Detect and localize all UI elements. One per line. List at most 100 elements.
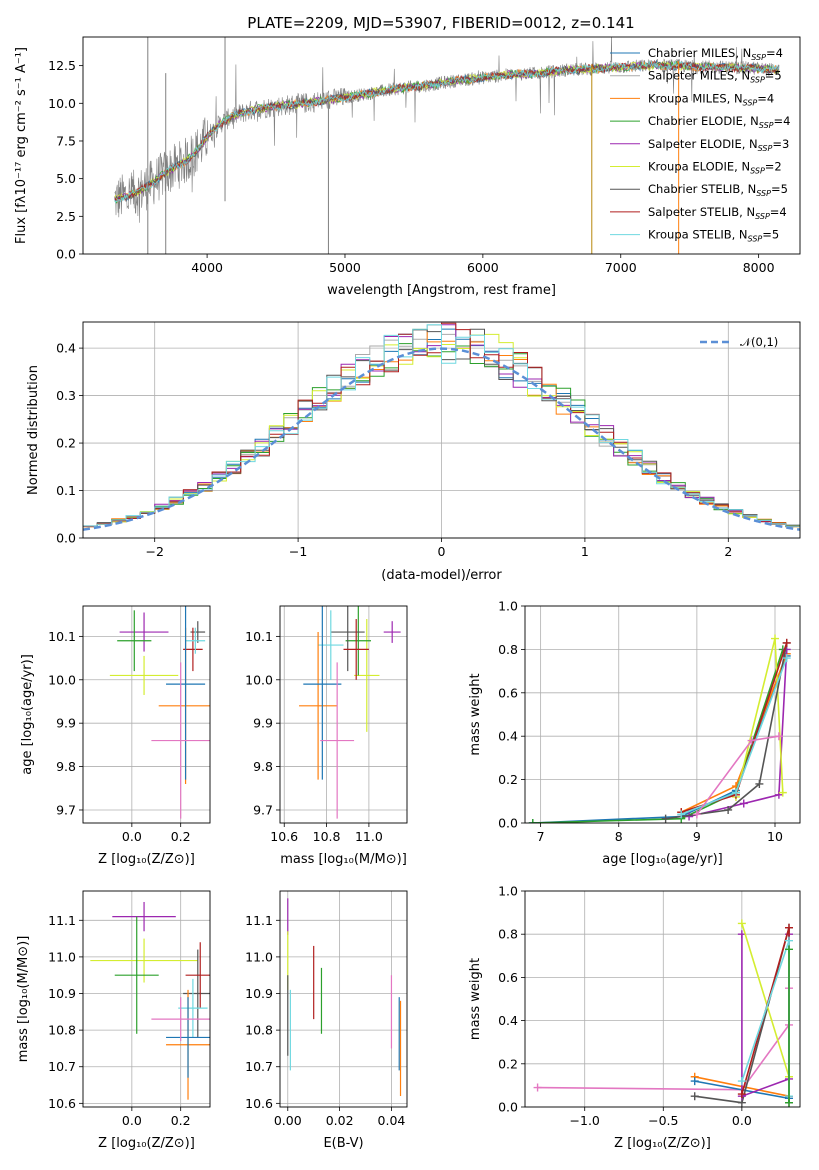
age-vs-Z-plot-area [109,606,210,819]
x-axis-label: (data-model)/error [381,568,502,583]
y-tick-label: 0.6 [498,970,518,985]
weight-point-marker [690,1092,699,1101]
y-tick-label: 10.6 [245,1096,273,1111]
plots-group: 4000 5000 6000 7000 80000.02.55.07.510.012.5… [14,36,801,1151]
x-tick-label: −1.0 [570,1113,600,1128]
legend-label-main: Salpeter MILES, N [648,69,750,83]
x-axis-label: wavelength [Angstrom, rest frame] [327,283,556,298]
x-tick-label: −1 [289,544,307,559]
legend-label-main: Salpeter STELIB, N [648,205,755,219]
y-tick-label: 11.0 [245,949,273,964]
x-tick-label: 0.00 [274,1113,302,1128]
x-tick-label: 2 [724,544,732,559]
legend-label-main: Chabrier STELIB, N [648,182,756,196]
errorbar-point [151,662,210,819]
legend-label-main: Chabrier MILES, N [648,46,751,60]
weight-point-marker [533,1083,542,1092]
legend-label-suffix: =4 [774,114,791,128]
errorbar-point [345,606,372,676]
x-tick-label: 8000 [743,260,775,275]
residuals-chart: −2 −1 0 1 2 0.0 0.1 0.2 0.3 0.4 (data-model)/error… [26,321,801,583]
legend-label-suffix: =5 [765,69,782,83]
weight-point-marker [677,810,686,819]
x-tick-label: 10.8 [313,829,341,844]
spectrum-plot-area [114,37,780,254]
y-tick-label: 10.9 [48,986,76,1001]
mass-vs-Z-chart: 0.0 0.2 10.6 10.7 10.8 10.9 11.0 11.1 Z [log₁₀(Z… [16,890,211,1151]
weight-point-marker [690,1077,699,1086]
weight-point-marker [724,805,733,814]
y-tick-label: 0.4 [498,1013,518,1028]
y-tick-label: 0.1 [56,483,76,498]
y-tick-label: 2.5 [56,209,76,224]
weight-line [741,940,790,1097]
weight-point-marker [785,923,793,932]
legend-label-sub: SSP [750,76,765,85]
weight-point-marker [778,788,787,797]
legend-label-suffix: =2 [765,160,782,174]
y-tick-label: 11.0 [48,949,76,964]
x-tick-label: 0.2 [171,1113,191,1128]
legend-label-sub: SSP [750,167,765,176]
x-tick-label: 0.0 [732,1113,752,1128]
x-tick-label: 0.2 [171,829,191,844]
y-tick-label: 0.4 [56,341,76,356]
legend-label-sub: SSP [748,235,763,244]
y-tick-label: 0.2 [498,772,518,787]
x-axis-label: Z [log₁₀(Z/Z⊙)] [98,852,195,867]
axes-frame [279,890,408,1108]
weight-point-marker [528,819,537,823]
legend-label-sub: SSP [759,121,774,130]
weight-point-marker [785,936,793,945]
weight-point-marker [737,1077,746,1086]
legend-label-suffix: =4 [770,205,787,219]
y-axis-label: mass weight [468,673,483,755]
legend-label: Kroupa ELODIE, NSSP=2 [648,160,782,176]
weight-point-marker [782,638,791,647]
x-axis-label: E(B-V) [323,1136,363,1151]
y-tick-label: 10.1 [48,629,76,644]
legend-label-suffix: =3 [772,137,789,151]
age-vs-Z-chart: 0.0 0.2 9.7 9.8 9.9 10.0 10.1 Z [log₁₀(Z/Z⊙)] ag… [20,605,211,867]
weight-point-marker [774,732,783,741]
legend-label-suffix: =5 [762,228,779,242]
errorbar-point [185,942,210,1009]
y-tick-label: 0.0 [498,1100,518,1115]
legend-label-sub: SSP [743,98,758,107]
legend-label-sub: SSP [758,144,773,153]
errorbar-point [151,997,210,1042]
legend-label: Kroupa STELIB, NSSP=5 [648,228,779,244]
errorbar-point [112,901,176,932]
y-tick-label: 10.6 [48,1096,76,1111]
x-tick-label: 0.0 [122,1113,142,1128]
legend-label-main: Kroupa STELIB, N [648,228,748,242]
x-axis-label: mass [log₁₀(M/M⊙)] [280,852,407,867]
y-tick-label: 10.0 [245,672,273,687]
legend-label: Chabrier STELIB, NSSP=5 [648,182,788,198]
mass-vs-ebv-plot-area [287,898,402,1097]
x-tick-label: 0 [438,544,446,559]
x-tick-label: −2 [145,544,163,559]
legend-label: Salpeter STELIB, NSSP=4 [648,205,787,221]
y-tick-label: 0.0 [56,531,76,546]
weight-point-marker [692,810,701,819]
errorbar-point [299,632,338,780]
x-tick-label: 0.02 [326,1113,354,1128]
weight-vs-age-plot-area [528,634,791,823]
y-tick-label: 10.0 [48,672,76,687]
y-tick-label: 10.9 [245,986,273,1001]
legend-label-suffix: =4 [766,46,783,60]
x-tick-label: −0.5 [648,1113,678,1128]
errorbar-point [117,610,152,672]
y-tick-label: 0.8 [498,642,518,657]
axes-frame [82,321,801,539]
legend-label-sub: SSP [756,189,771,198]
y-tick-label: 10.8 [245,1023,273,1038]
y-tick-label: 5.0 [56,171,76,186]
x-tick-label: 10.6 [270,829,298,844]
weight-point-marker [771,634,779,643]
figure-title: PLATE=2209, MJD=53907, FIBERID=0012, z=0… [247,14,634,32]
weight-line [532,655,788,823]
x-tick-label: 0.04 [378,1113,406,1128]
legend-label: Chabrier ELODIE, NSSP=4 [648,114,790,130]
